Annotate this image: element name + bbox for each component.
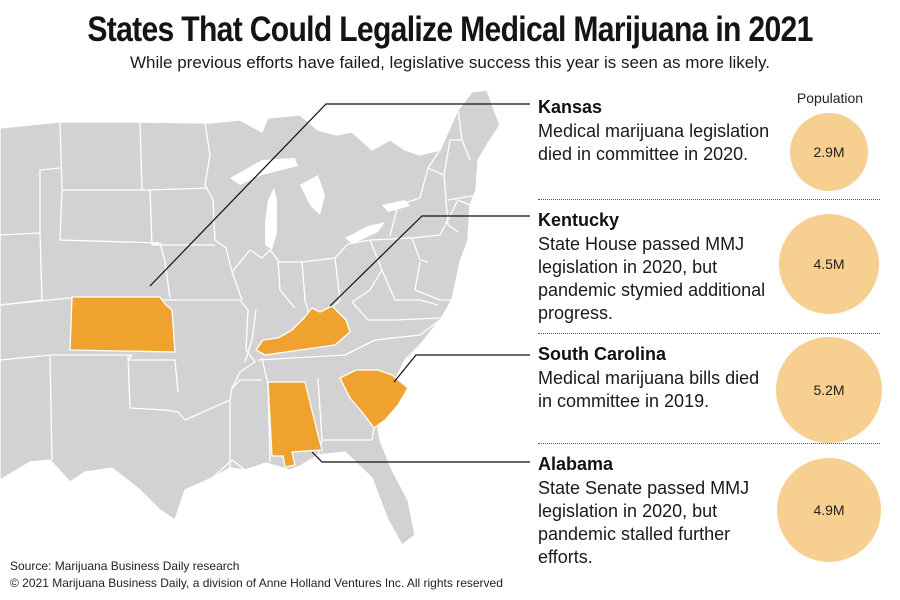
population-bubble-kentucky: 4.5M [779,214,879,314]
population-header: Population [796,90,864,106]
state-description: Medical marijuana bills died in committe… [538,368,760,411]
kentucky-state [255,305,351,356]
state-name: South Carolina [538,344,667,364]
population-bubble-south-carolina: 5.2M [776,337,882,443]
kentucky-leader-line [329,215,530,307]
south-carolina-leader-line [393,354,530,383]
alabama-leader-line [311,451,530,463]
kentucky-annotation: Kentucky State House passed MMJ legislat… [538,209,778,325]
state-name: Kansas [538,97,603,117]
us-landmass [0,89,501,546]
south-carolina-state [339,369,409,429]
source-note: Source: Marijuana Business Daily researc… [10,559,240,573]
state-description: State House passed MMJ legislation in 20… [538,234,766,323]
state-description: State Senate passed MMJ legislation in 2… [538,478,750,567]
chart-title: States That Could Legalize Medical Marij… [87,10,813,49]
chart-subtitle: While previous efforts have failed, legi… [130,53,770,72]
population-bubble-kansas: 2.9M [790,113,868,191]
state-name: Kentucky [538,210,620,230]
state-name: Alabama [538,454,614,474]
alabama-annotation: Alabama State Senate passed MMJ legislat… [538,453,778,569]
lake-superior [230,158,298,185]
kansas-leader-line [149,103,530,287]
lake-michigan [265,188,277,250]
kansas-state [69,296,176,353]
state-description: Medical marijuana legislation died in co… [538,121,770,164]
lake-erie [345,222,385,244]
divider [538,333,880,334]
kansas-annotation: Kansas Medical marijuana legislation die… [538,96,778,166]
copyright-note: © 2021 Marijuana Business Daily, a divis… [10,576,503,590]
alabama-state [267,381,323,468]
south-carolina-annotation: South Carolina Medical marijuana bills d… [538,343,778,413]
lake-huron [300,175,325,215]
state-boundaries [0,109,479,479]
population-bubble-alabama: 4.9M [777,458,881,562]
divider [538,199,880,200]
divider [538,443,880,444]
